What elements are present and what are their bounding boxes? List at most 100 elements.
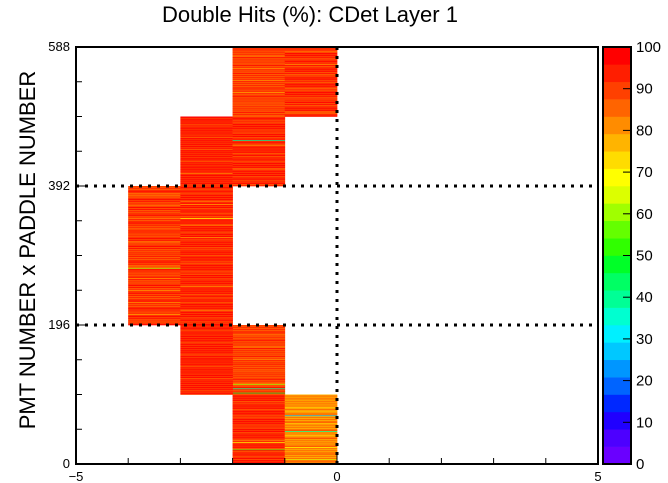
heatmap-cell: [180, 162, 233, 164]
heatmap-cell: [232, 171, 286, 173]
heatmap-cell: [232, 364, 286, 366]
heatmap-cell: [128, 319, 181, 321]
colorbar-tick-label: 50: [636, 248, 653, 265]
heatmap-cell: [180, 382, 233, 384]
heatmap-cell: [180, 173, 233, 176]
heatmap-cell: [232, 444, 286, 446]
heatmap-cell: [180, 281, 233, 283]
heatmap-cell: [284, 456, 338, 458]
heatmap-cell: [180, 139, 233, 141]
heatmap-cell: [180, 199, 233, 201]
heatmap-cell: [284, 398, 338, 400]
heatmap-cell: [180, 188, 233, 190]
heatmap-cell: [180, 186, 233, 188]
heatmap-cell: [180, 130, 233, 132]
heatmap-cell: [232, 356, 286, 358]
heatmap-cell: [180, 193, 233, 195]
heatmap-cell: [128, 212, 181, 215]
heatmap-cell: [180, 359, 233, 361]
heatmap-cell: [284, 110, 338, 112]
colorbar-tick-label: 90: [636, 81, 653, 98]
colorbar-segment: [603, 99, 631, 117]
heatmap-cell: [128, 310, 181, 312]
heatmap-cell: [180, 280, 233, 282]
heatmap-cell: [284, 417, 338, 419]
heatmap-cell: [180, 127, 233, 129]
heatmap-cell: [180, 273, 233, 275]
heatmap-cell: [232, 156, 286, 158]
heatmap-cell: [180, 322, 233, 324]
heatmap-cell: [284, 114, 338, 116]
heatmap-cell: [232, 377, 286, 379]
heatmap-cell: [128, 232, 181, 234]
heatmap-cell: [232, 131, 286, 133]
heatmap-cell: [128, 322, 181, 324]
heatmap-cell: [284, 48, 338, 50]
heatmap-cell: [180, 303, 233, 305]
heatmap-cell: [180, 348, 233, 350]
heatmap-cell: [128, 193, 181, 195]
heatmap-cell: [128, 288, 181, 290]
heatmap-cell: [128, 195, 181, 197]
heatmap-cell: [180, 298, 233, 300]
heatmap-cell: [128, 266, 181, 268]
heatmap-cell: [284, 461, 338, 463]
heatmap-cell: [232, 121, 286, 123]
heatmap-cell: [180, 202, 233, 204]
heatmap-cell: [284, 425, 338, 427]
heatmap-cell: [180, 165, 233, 167]
heatmap-cell: [232, 329, 286, 331]
heatmap-cell: [232, 159, 286, 161]
heatmap-cell: [180, 381, 233, 383]
heatmap-cell: [180, 345, 233, 347]
heatmap-cell: [128, 186, 181, 188]
heatmap-cell: [284, 78, 338, 80]
heatmap-cell: [232, 410, 286, 412]
heatmap-cell: [232, 51, 286, 53]
heatmap-cell: [180, 351, 233, 353]
heatmap-cell: [128, 219, 181, 221]
heatmap-cell: [284, 414, 338, 416]
heatmap-cell: [180, 361, 233, 363]
heatmap-cell: [232, 341, 286, 343]
heatmap-cell: [180, 318, 233, 320]
heatmap-cell: [284, 401, 338, 403]
heatmap-cell: [128, 190, 181, 192]
colorbar-tick-label: 100: [636, 39, 661, 56]
heatmap-cell: [232, 127, 286, 129]
colorbar-tick-label: 80: [636, 122, 653, 139]
heatmap-cell: [180, 229, 233, 231]
heatmap-cell: [180, 242, 233, 244]
heatmap-cell: [180, 309, 233, 311]
heatmap-cell: [180, 178, 233, 180]
heatmap-cell: [128, 293, 181, 295]
heatmap-cell: [232, 332, 286, 334]
heatmap-cell: [180, 160, 233, 162]
heatmap-cell: [284, 76, 338, 78]
heatmap-cell: [284, 92, 338, 94]
heatmap-cell: [180, 217, 233, 219]
heatmap-cell: [232, 332, 286, 334]
heatmap-cell: [232, 401, 286, 403]
heatmap-cell: [284, 82, 338, 84]
heatmap-cell: [180, 152, 233, 154]
heatmap-cell: [180, 331, 233, 333]
heatmap-cell: [128, 305, 181, 307]
heatmap-cell: [180, 142, 233, 144]
heatmap-cell: [232, 416, 286, 418]
heatmap-cell: [284, 97, 338, 99]
heatmap-cell: [180, 205, 233, 207]
heatmap-cell: [284, 96, 338, 98]
heatmap-cell: [284, 395, 338, 397]
heatmap-cell: [180, 383, 233, 385]
heatmap-cell: [180, 174, 233, 176]
heatmap-cell: [232, 368, 286, 371]
heatmap-cell: [180, 207, 233, 210]
heatmap-cell: [232, 124, 286, 126]
heatmap-cell: [284, 454, 338, 456]
heatmap-cell: [232, 52, 286, 54]
heatmap-cell: [180, 387, 233, 389]
heatmap-cell: [232, 451, 286, 454]
heatmap-cell: [128, 229, 181, 232]
